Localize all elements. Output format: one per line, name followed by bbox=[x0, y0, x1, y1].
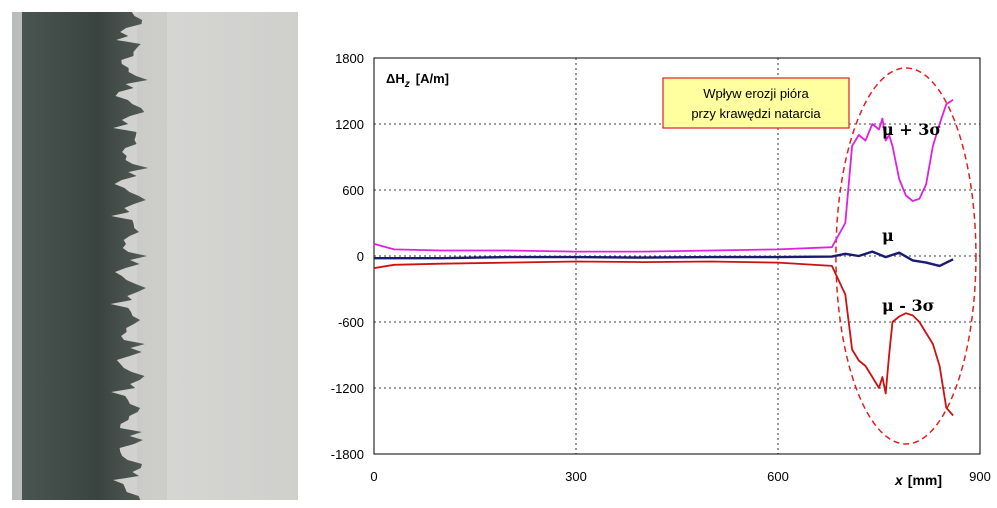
y-tick-label: -1200 bbox=[331, 381, 364, 396]
y-axis-label: ΔHz [A/m] bbox=[386, 71, 449, 90]
y-tick-labels: 1800 1200 600 0 -600 -1200 -1800 bbox=[331, 51, 364, 462]
y-tick-label: 0 bbox=[357, 249, 364, 264]
y-axis-label-unit: [A/m] bbox=[416, 71, 449, 86]
y-tick-label: 1200 bbox=[335, 117, 364, 132]
x-tick-label: 0 bbox=[370, 469, 377, 484]
annotation-box bbox=[662, 77, 850, 129]
blade-photo-drawing bbox=[12, 12, 298, 500]
y-tick-label: 1800 bbox=[335, 51, 364, 66]
blade-erosion-photo bbox=[12, 12, 298, 500]
series-mu-minus-3sigma bbox=[373, 260, 954, 417]
x-axis-label-unit: [mm] bbox=[908, 472, 942, 488]
x-tick-label: 900 bbox=[969, 469, 991, 484]
x-axis-label-symbol: x bbox=[894, 472, 904, 488]
annotation-line-2: przy krawędzi natarcia bbox=[691, 106, 821, 121]
plot-area bbox=[373, 57, 981, 455]
x-tick-label: 600 bbox=[767, 469, 789, 484]
y-tick-label: 600 bbox=[342, 183, 364, 198]
y-axis-label-subscript: z bbox=[404, 79, 410, 90]
x-tick-label: 300 bbox=[565, 469, 587, 484]
series-label-mu: μ bbox=[882, 226, 894, 245]
x-axis-label: x [mm] bbox=[894, 472, 942, 488]
series-mu bbox=[374, 250, 954, 268]
eroded-blade-edge bbox=[22, 12, 149, 500]
series-lines bbox=[373, 99, 954, 417]
series-label-mu-minus-3sigma: μ - 3σ bbox=[882, 296, 934, 315]
series-label-mu-plus-3sigma: μ + 3σ bbox=[882, 120, 941, 139]
y-axis-label-symbol: ΔH bbox=[386, 71, 405, 86]
y-tick-label: -1800 bbox=[331, 447, 364, 462]
annotation-line-1: Wpływ erozji pióra bbox=[703, 86, 809, 101]
series-mu-plus-3sigma bbox=[373, 99, 954, 253]
x-tick-labels: 0 300 600 900 bbox=[370, 469, 990, 484]
y-tick-label: -600 bbox=[338, 315, 364, 330]
erosion-region-ellipse bbox=[835, 67, 977, 445]
